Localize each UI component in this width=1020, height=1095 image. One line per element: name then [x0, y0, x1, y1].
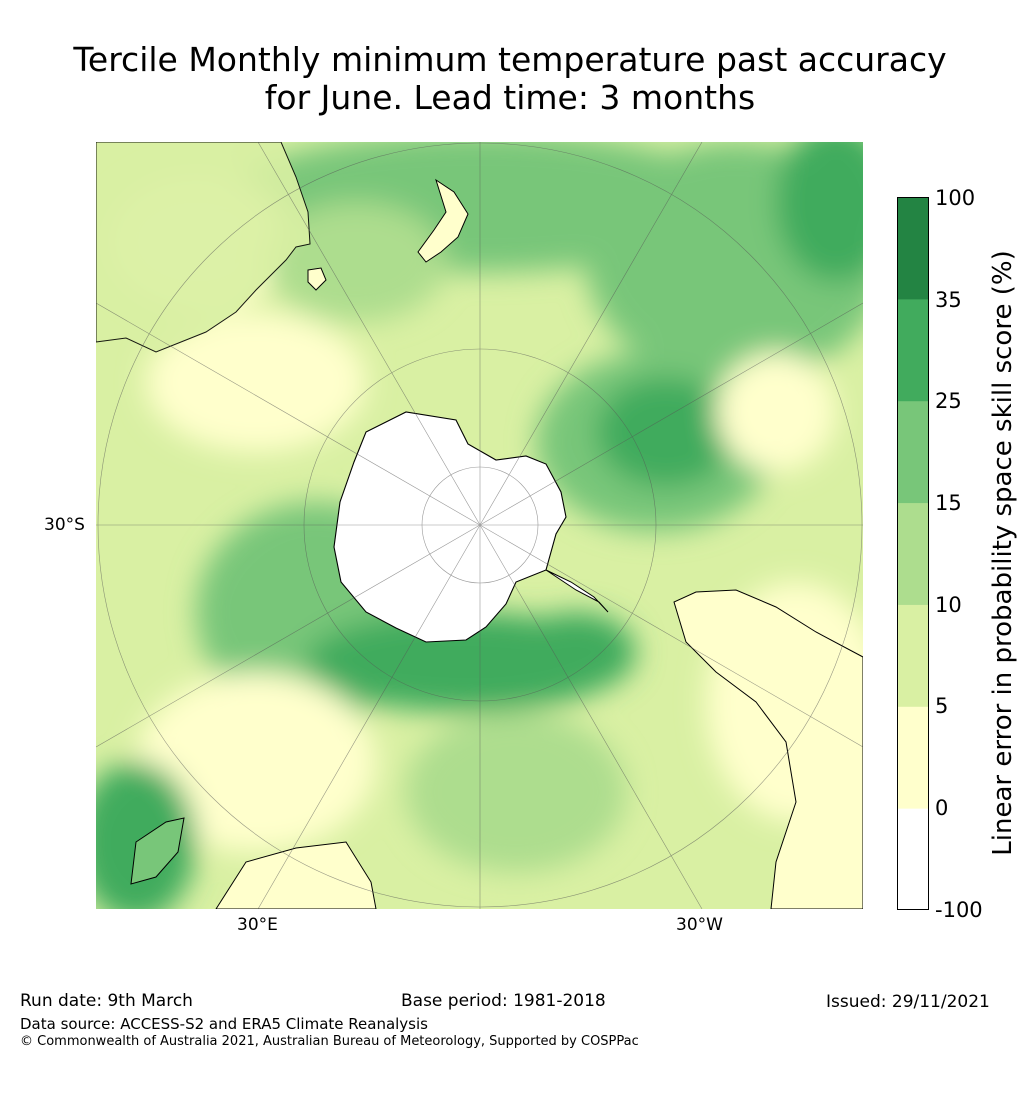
skill-region — [596, 377, 736, 487]
chart-title-line-2: for June. Lead time: 3 months — [264, 78, 756, 117]
colorbar-bin — [897, 604, 929, 707]
australia — [96, 142, 311, 353]
graticule — [96, 142, 863, 909]
colorbar-bin — [897, 298, 929, 402]
colorbar-tick: 35 — [935, 288, 962, 312]
south-america — [673, 589, 863, 909]
base-period: Base period: 1981-2018 — [401, 991, 606, 1011]
new-zealand — [417, 178, 469, 263]
colorbar-bin — [897, 808, 929, 910]
colorbar-bin — [897, 400, 929, 504]
colorbar-tick: 25 — [935, 389, 962, 413]
africa — [215, 841, 377, 909]
skill-score-map — [96, 142, 863, 909]
chart-title-line-1: Tercile Monthly minimum temperature past… — [73, 40, 947, 79]
tasmania — [307, 267, 327, 291]
antarctic-peninsula — [545, 569, 609, 613]
skill-region — [776, 142, 863, 282]
colorbar-bin — [897, 197, 929, 300]
colorbar-bin — [897, 706, 929, 809]
copyright: © Commonwealth of Australia 2021, Austra… — [20, 1034, 639, 1049]
issued-date: Issued: 29/11/2021 — [826, 992, 990, 1012]
colorbar-tick: 15 — [935, 491, 962, 515]
colorbar-tick: 10 — [935, 593, 962, 617]
madagascar — [130, 817, 185, 885]
lon-label-30e: 30°E — [237, 915, 278, 935]
colorbar-tick: 0 — [935, 796, 949, 820]
colorbar-tick: 5 — [935, 694, 949, 718]
data-source: Data source: ACCESS-S2 and ERA5 Climate … — [20, 1015, 428, 1033]
colorbar-tick: 100 — [935, 186, 976, 210]
skill-region — [716, 352, 836, 472]
colorbar-tick: -100 — [935, 898, 983, 922]
skill-region — [266, 202, 446, 322]
run-date: Run date: 9th March — [20, 991, 193, 1011]
colorbar — [897, 197, 929, 910]
skill-region — [146, 312, 366, 452]
skill-region — [406, 712, 626, 872]
skill-region — [516, 612, 636, 692]
lon-label-30w: 30°W — [676, 915, 723, 935]
skill-region — [136, 672, 376, 852]
antarctica — [333, 411, 567, 643]
colorbar-label: Linear error in probability space skill … — [988, 250, 1018, 856]
lat-label-30s: 30°S — [44, 515, 85, 535]
colorbar-bin — [897, 502, 929, 605]
